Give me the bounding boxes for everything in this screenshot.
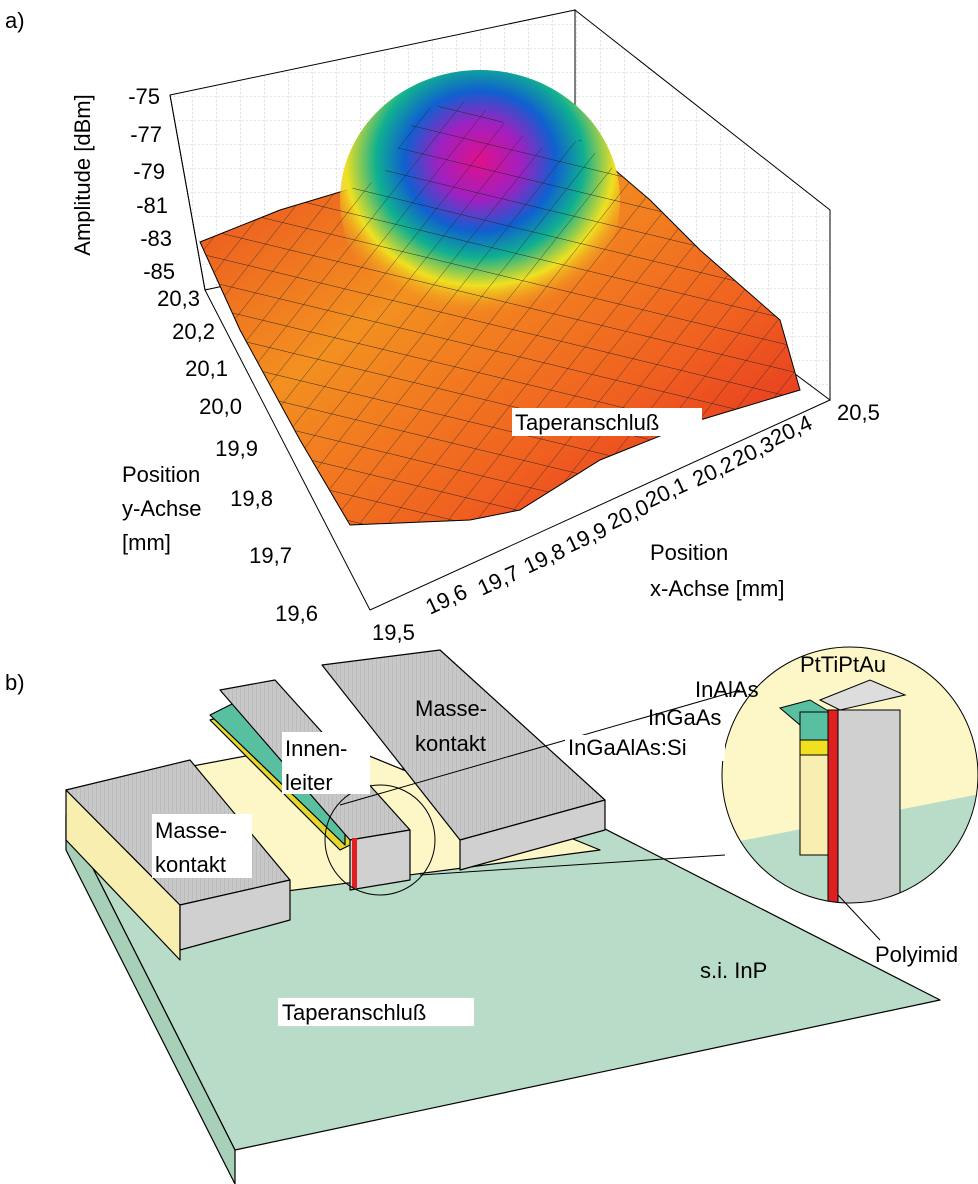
- z-tick-label: -77: [130, 122, 162, 147]
- z-tick-label: -75: [128, 84, 160, 109]
- y-tick-label: 20,2: [172, 319, 215, 344]
- label: Masse-: [415, 696, 487, 721]
- z-tick-label: -83: [140, 226, 172, 251]
- x-tick-label: 19,5: [372, 620, 415, 645]
- y-tick-label: 20,1: [185, 356, 228, 381]
- x-tick-label: 19,7: [474, 560, 523, 601]
- y-tick-label: 20,0: [199, 394, 242, 419]
- panel-label: b): [5, 670, 25, 695]
- label: Taperanschluß: [282, 1000, 426, 1025]
- y-tick-label: 19,6: [275, 601, 318, 626]
- z-tick-label: -81: [136, 193, 168, 218]
- panel-a: a) Amplitude [dBm] -75 -77 -79 -81 -83 -…: [5, 8, 880, 645]
- annotation: Taperanschluß: [515, 410, 659, 435]
- y-tick-label: 19,8: [230, 486, 273, 511]
- panel-b: b) PtTiPtAu InAlAs InGaAs InGaAlAs:Si Ma…: [5, 640, 978, 1184]
- z-tick-label: -79: [133, 159, 165, 184]
- x-axis-label: Position: [650, 540, 728, 565]
- y-axis-label: y-Achse: [122, 496, 201, 521]
- x-axis-label: x-Achse [mm]: [650, 576, 784, 601]
- z-axis-label: Amplitude [dBm]: [70, 94, 95, 255]
- y-axis-label: [mm]: [122, 530, 171, 555]
- label: InGaAlAs:Si: [568, 735, 687, 760]
- label: InAlAs: [695, 677, 759, 702]
- y-tick-label: 19,7: [249, 543, 292, 568]
- label: kontakt: [155, 852, 226, 877]
- x-tick-label: 19,9: [562, 517, 611, 558]
- x-tick-label: 19,6: [422, 579, 471, 620]
- label: PtTiPtAu: [800, 652, 886, 677]
- label: kontakt: [415, 731, 486, 756]
- figure: a) Amplitude [dBm] -75 -77 -79 -81 -83 -…: [0, 0, 978, 1184]
- label: leiter: [285, 770, 333, 795]
- label: s.i. InP: [700, 958, 767, 983]
- x-tick-label: 20,2: [689, 451, 738, 492]
- x-tick-label: 20,1: [642, 472, 691, 513]
- label: Innen-: [285, 736, 347, 761]
- x-tick-label: 20,4: [767, 410, 816, 451]
- x-tick-label: 20,5: [837, 400, 880, 425]
- panel-label: a): [5, 8, 25, 33]
- label: InGaAs: [648, 705, 721, 730]
- y-tick-label: 20,3: [157, 286, 200, 311]
- x-tick-label: 19,8: [520, 538, 569, 579]
- z-tick-label: -85: [143, 259, 175, 284]
- y-tick-label: 19,9: [215, 436, 258, 461]
- y-axis-label: Position: [122, 462, 200, 487]
- label: Masse-: [155, 818, 227, 843]
- label: Polyimid: [875, 942, 958, 967]
